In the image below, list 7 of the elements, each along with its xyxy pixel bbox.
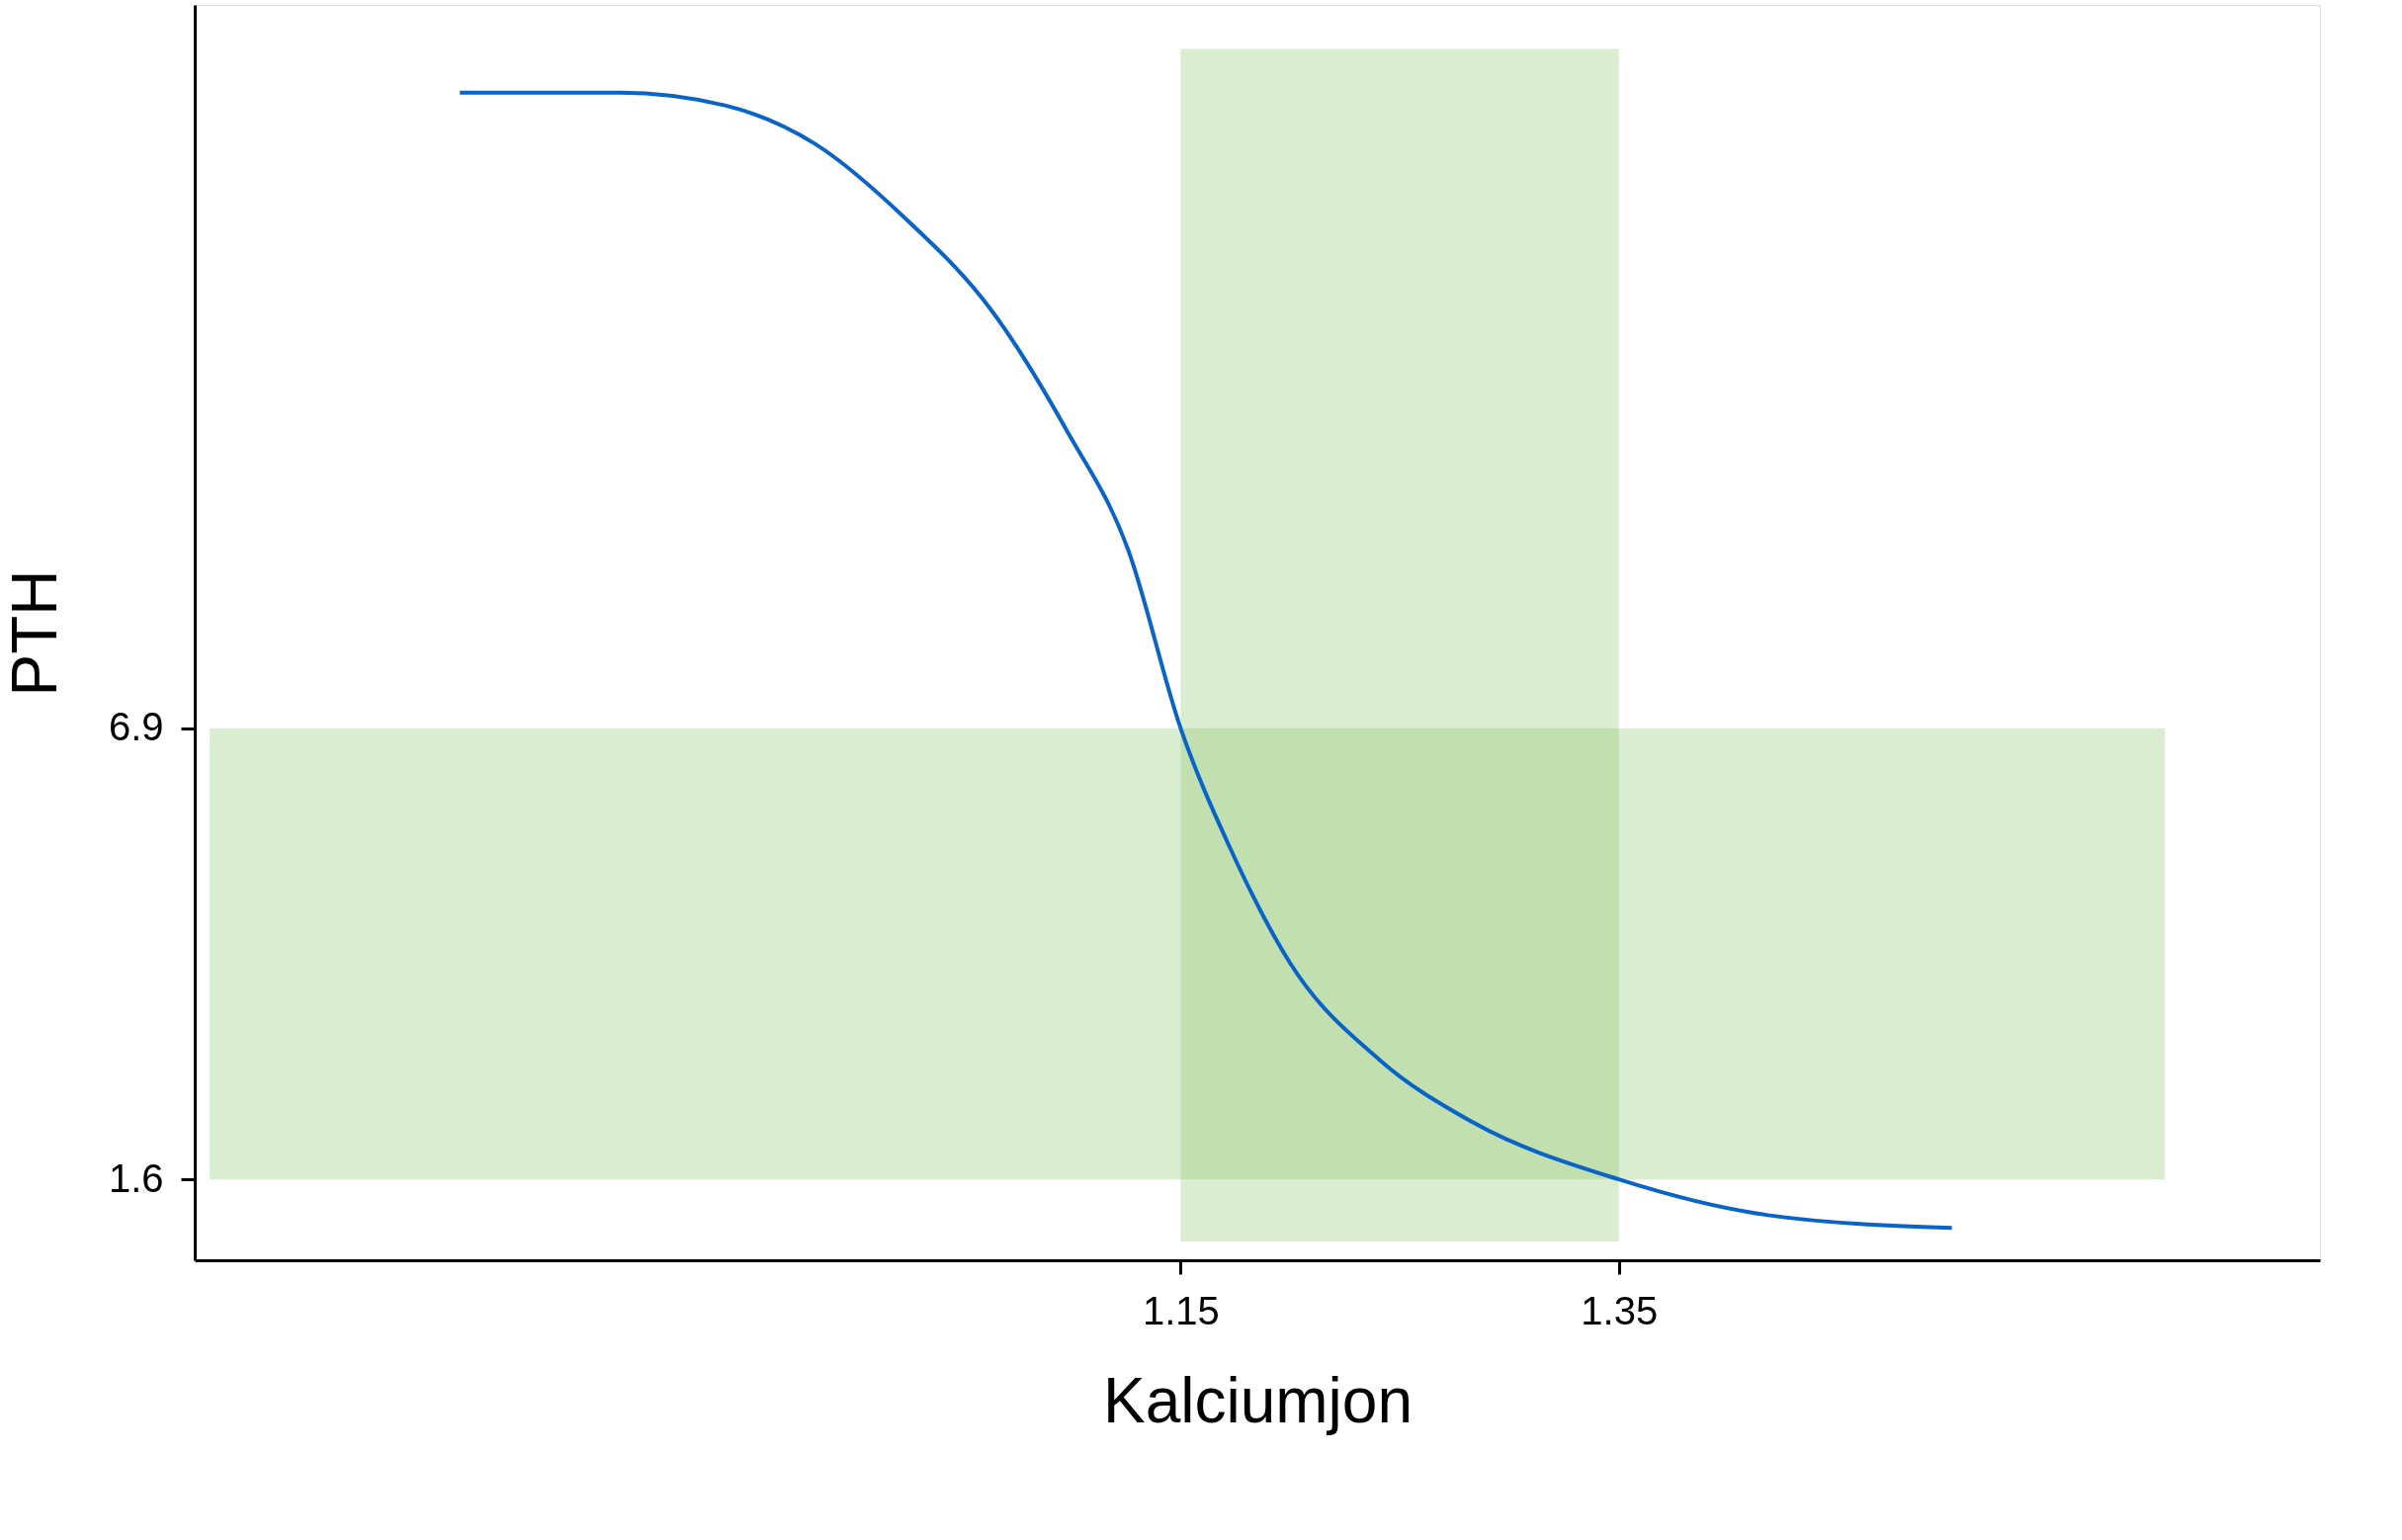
y-axis-title: PTH bbox=[0, 569, 70, 697]
line-series bbox=[458, 90, 1954, 1231]
x-tick-label: 1.15 bbox=[1142, 1288, 1220, 1332]
x-tick-label: 1.35 bbox=[1581, 1288, 1659, 1332]
y-tick-label: 1.6 bbox=[108, 1155, 164, 1200]
x-axis-title: Kalciumjon bbox=[1102, 1364, 1414, 1436]
y-tick-label: 6.9 bbox=[108, 705, 164, 749]
